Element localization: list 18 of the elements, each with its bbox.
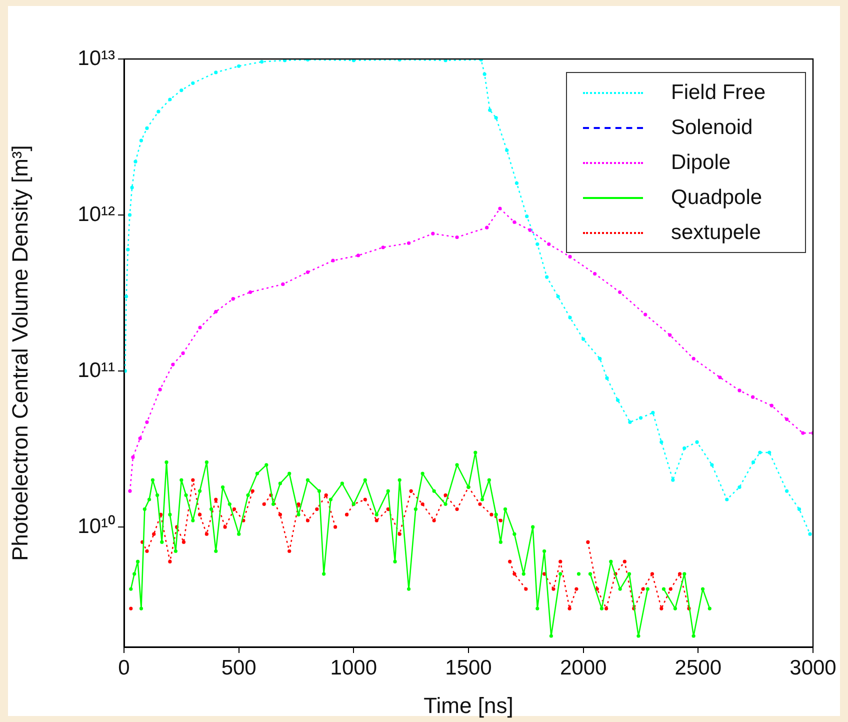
legend-label: Solenoid — [671, 116, 753, 140]
x-tick-label: 2500 — [674, 656, 722, 680]
x-tick-label: 1500 — [445, 656, 492, 680]
y-tick-label: 10¹³ — [78, 46, 115, 70]
x-tick-label: 500 — [221, 656, 256, 680]
x-tick-label: 0 — [118, 656, 130, 680]
x-tick-label: 3000 — [790, 656, 836, 680]
y-tick-label: 10¹² — [78, 202, 115, 226]
y-tick-label: 10¹¹ — [78, 358, 115, 382]
legend-label: Dipole — [671, 150, 731, 174]
y-tick-label: 10¹⁰ — [78, 514, 115, 538]
y-axis-title: Photoelectron Central Volume Density [m³] — [7, 145, 32, 561]
x-tick-label: 2000 — [560, 656, 607, 680]
legend-label: Quadpole — [671, 186, 762, 210]
legend-label: sextupele — [671, 220, 761, 244]
x-tick-label: 1000 — [330, 656, 378, 680]
legend-label: Field Free — [671, 80, 766, 104]
x-axis-title: Time [ns] — [424, 692, 514, 718]
